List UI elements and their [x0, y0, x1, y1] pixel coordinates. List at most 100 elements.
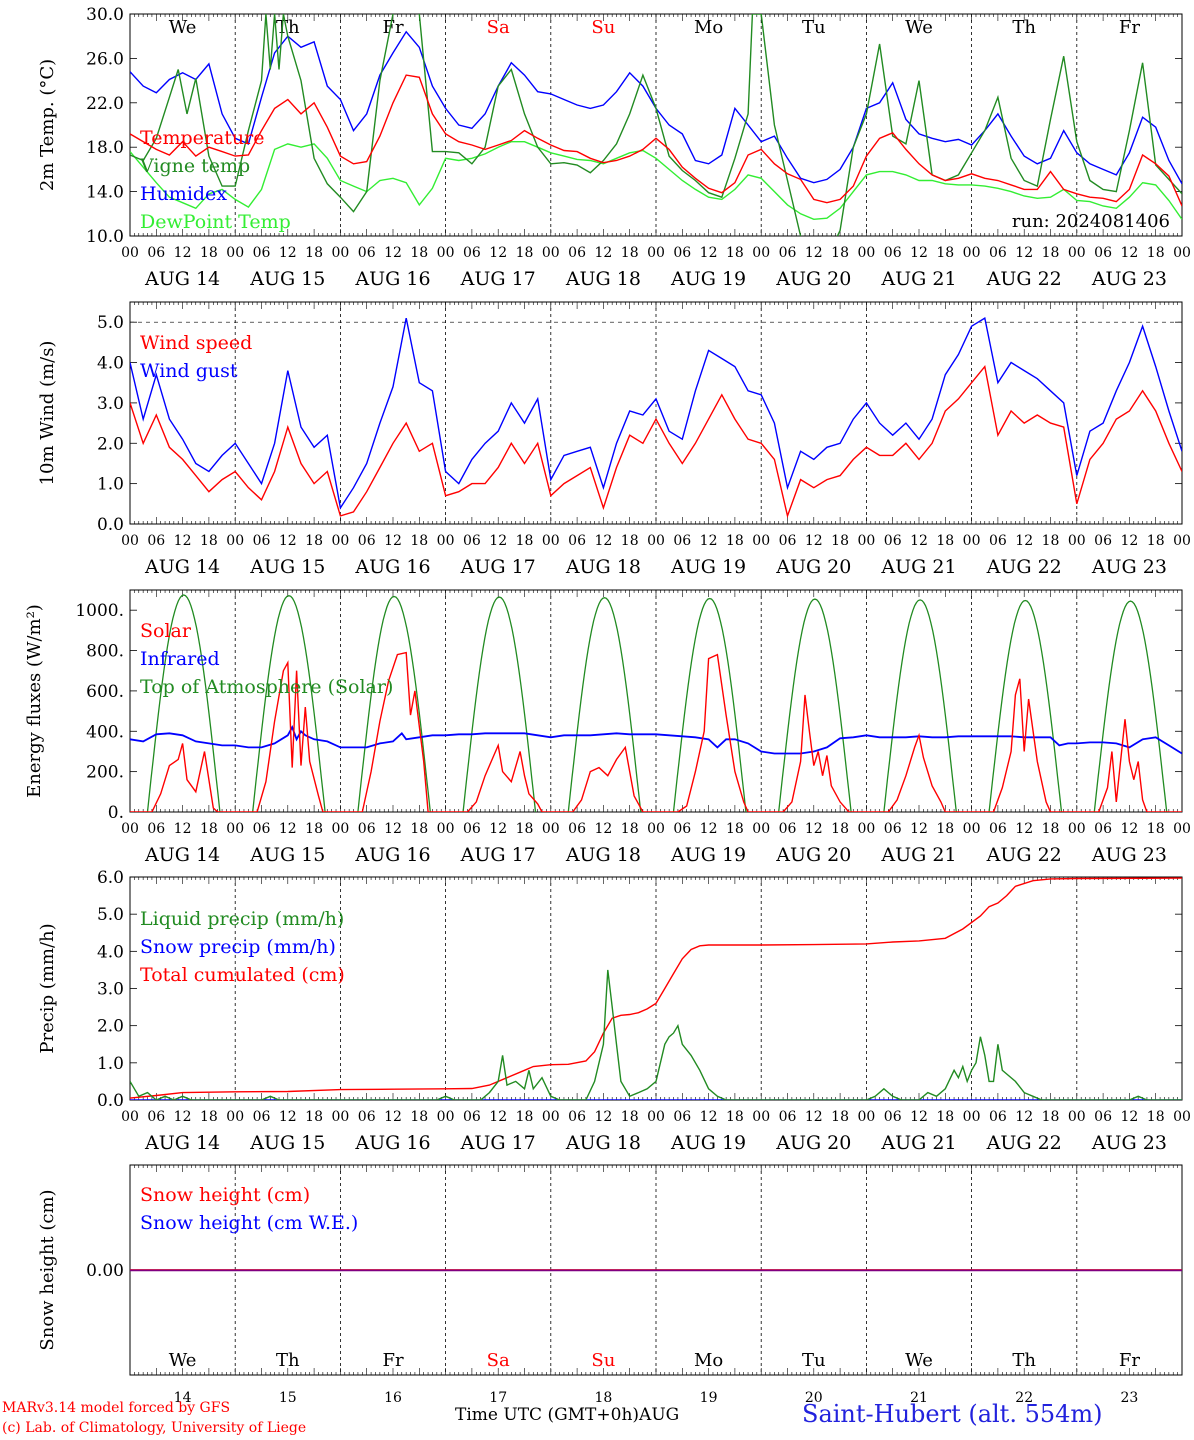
hour-tick-label: 06 — [1094, 533, 1112, 549]
date-label: AUG 17 — [460, 556, 536, 578]
y-tick-label: 30.0 — [86, 5, 124, 25]
hour-tick-label: 12 — [174, 1109, 192, 1125]
hour-tick-label: 00 — [857, 1109, 875, 1125]
toa-solar-line — [146, 594, 1168, 812]
hour-tick-label: 18 — [1147, 245, 1165, 261]
legend-label: Total cumulated (cm) — [140, 964, 345, 986]
date-label: AUG 14 — [144, 844, 220, 866]
legend-label: Humidex — [140, 183, 227, 205]
y-tick-label: 0.0 — [97, 1091, 124, 1111]
day-number-label: 17 — [489, 1390, 507, 1406]
hour-tick-label: 12 — [489, 821, 507, 837]
legend-label: Snow height (cm) — [140, 1184, 310, 1206]
hour-tick-label: 06 — [568, 821, 586, 837]
weekday-label: Sa — [487, 1350, 510, 1371]
hour-tick-label: 06 — [884, 533, 902, 549]
hour-tick-label: 12 — [279, 1109, 297, 1125]
y-tick-label: 1.0 — [97, 475, 124, 495]
hour-tick-label: 12 — [489, 245, 507, 261]
hour-tick-label: 12 — [1015, 1109, 1033, 1125]
date-label: AUG 18 — [565, 844, 641, 866]
hour-tick-label: 06 — [779, 1109, 797, 1125]
hour-tick-label: 00 — [752, 245, 770, 261]
hour-tick-label: 12 — [910, 821, 928, 837]
legend-label: Wind speed — [140, 332, 252, 354]
hour-tick-label: 06 — [147, 245, 165, 261]
date-label: AUG 15 — [249, 268, 325, 290]
y-tick-label: 3.0 — [97, 980, 124, 1000]
hour-tick-label: 00 — [963, 533, 981, 549]
hour-tick-label: 18 — [831, 533, 849, 549]
hour-tick-label: 18 — [1042, 245, 1060, 261]
date-label: AUG 22 — [986, 1132, 1062, 1154]
y-tick-label: 14.0 — [86, 183, 124, 203]
date-label: AUG 17 — [460, 268, 536, 290]
hour-tick-label: 00 — [437, 1109, 455, 1125]
weekday-label: Tu — [802, 1350, 826, 1371]
hour-tick-label: 06 — [989, 245, 1007, 261]
hour-tick-label: 18 — [1147, 821, 1165, 837]
hour-tick-label: 06 — [463, 533, 481, 549]
date-label: AUG 22 — [986, 268, 1062, 290]
date-label: AUG 21 — [880, 844, 956, 866]
hour-tick-label: 00 — [121, 1109, 139, 1125]
model-credit: MARv3.14 model forced by GFS — [2, 1400, 231, 1416]
hour-tick-label: 06 — [358, 245, 376, 261]
weekday-label: Th — [276, 1350, 300, 1371]
series-line — [130, 14, 1182, 236]
y-axis-label: 2m Temp. (°C) — [37, 59, 58, 191]
weekday-label: Fr — [1119, 17, 1140, 38]
hour-tick-label: 00 — [857, 821, 875, 837]
hour-tick-label: 06 — [779, 533, 797, 549]
hour-tick-label: 12 — [174, 821, 192, 837]
station-label: Saint-Hubert (alt. 554m) — [802, 1400, 1103, 1428]
date-label: AUG 20 — [775, 1132, 851, 1154]
y-tick-label: 22.0 — [86, 94, 124, 114]
hour-tick-label: 06 — [1094, 245, 1112, 261]
hour-tick-label: 00 — [331, 245, 349, 261]
hour-tick-label: 18 — [831, 1109, 849, 1125]
hour-tick-label: 00 — [752, 821, 770, 837]
hour-tick-label: 00 — [963, 821, 981, 837]
y-tick-label: 0.00 — [86, 1261, 124, 1281]
hour-tick-label: 00 — [331, 821, 349, 837]
date-label: AUG 22 — [986, 844, 1062, 866]
hour-tick-label: 06 — [253, 245, 271, 261]
hour-tick-label: 12 — [910, 1109, 928, 1125]
date-label: AUG 17 — [460, 844, 536, 866]
panel-snow: 0.00 Snow height (cm) We Th Fr Sa Su Mo Tu We Th Fr… — [37, 1164, 1183, 1406]
y-tick-label: 2.0 — [97, 1017, 124, 1037]
date-label: AUG 21 — [880, 268, 956, 290]
hour-tick-label: 12 — [1120, 533, 1138, 549]
y-tick-label: 800. — [86, 642, 124, 662]
hour-tick-label: 06 — [253, 533, 271, 549]
weekday-label: Su — [591, 1350, 615, 1371]
legend-label: Snow height (cm W.E.) — [140, 1212, 358, 1234]
hour-tick-label: 06 — [358, 533, 376, 549]
hour-tick-label: 18 — [200, 245, 218, 261]
hour-tick-label: 00 — [542, 1109, 560, 1125]
hour-tick-label: 00 — [752, 1109, 770, 1125]
date-label: AUG 20 — [775, 844, 851, 866]
hour-tick-label: 12 — [489, 1109, 507, 1125]
weekday-label: Tu — [802, 17, 826, 38]
hour-tick-label: 06 — [673, 821, 691, 837]
series-line — [130, 316, 1182, 510]
y-tick-label: 18.0 — [86, 138, 124, 158]
hour-tick-label: 06 — [989, 533, 1007, 549]
y-tick-label: 5.0 — [97, 905, 124, 925]
weekday-label: We — [169, 1350, 197, 1371]
hour-tick-label: 06 — [463, 821, 481, 837]
y-axis-label: Snow height (cm) — [37, 1189, 58, 1350]
hour-tick-label: 12 — [700, 245, 718, 261]
legend-label: Snow precip (mm/h) — [140, 936, 336, 958]
y-tick-label: 6.0 — [97, 868, 124, 888]
date-label: AUG 19 — [670, 844, 746, 866]
weekday-label: We — [905, 17, 933, 38]
run-label: run: 2024081406 — [1012, 211, 1170, 232]
hour-tick-label: 00 — [647, 533, 665, 549]
y-tick-label: 3.0 — [97, 394, 124, 414]
day-number-label: 14 — [174, 1390, 192, 1406]
hour-tick-label: 00 — [1173, 821, 1191, 837]
